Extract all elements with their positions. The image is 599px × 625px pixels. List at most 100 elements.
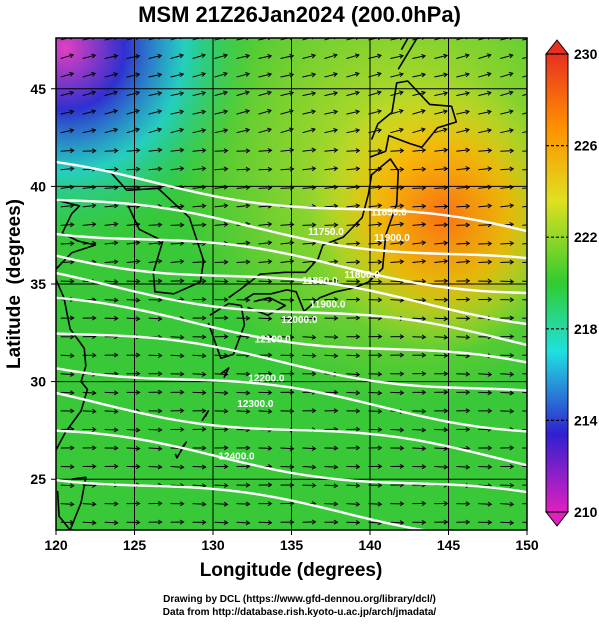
wind-arrow <box>390 299 404 301</box>
wind-arrow <box>412 223 426 226</box>
wind-arrow-head <box>465 371 471 377</box>
wind-arrow-head <box>443 166 449 172</box>
wind-arrow <box>280 299 294 301</box>
wind-arrow-head <box>267 371 273 377</box>
wind-arrow-head <box>223 501 229 507</box>
wind-arrow-head <box>289 334 295 340</box>
wind-arrow-head <box>377 408 383 414</box>
wind-arrow <box>236 129 250 134</box>
wind-arrow-head <box>113 240 119 246</box>
wind-arrow-head <box>487 259 493 265</box>
height-contour <box>56 367 527 433</box>
wind-arrow <box>390 91 404 97</box>
wind-arrow <box>280 149 294 152</box>
wind-arrow-head <box>157 185 163 191</box>
wind-arrow <box>258 410 272 413</box>
wind-arrow-head <box>399 390 405 396</box>
wind-arrow-head <box>509 148 515 154</box>
wind-arrow-head <box>69 128 75 134</box>
wind-arrow <box>82 391 96 394</box>
wind-arrow-head <box>113 315 119 321</box>
wind-arrow-head <box>486 71 492 77</box>
wind-arrow <box>324 484 338 487</box>
wind-arrow-head <box>223 71 228 77</box>
wind-arrow-head <box>267 501 273 507</box>
wind-arrow <box>236 54 250 59</box>
wind-arrow <box>522 187 527 189</box>
wind-arrow <box>346 54 360 59</box>
wind-arrow-head <box>333 315 339 321</box>
wind-arrow-head <box>399 501 405 507</box>
wind-arrow <box>368 204 382 208</box>
wind-arrow-head <box>289 482 295 488</box>
wind-arrow-head <box>508 71 514 77</box>
coastline-segment <box>56 476 87 530</box>
wind-arrow-head <box>443 53 448 59</box>
y-tick-label: 40 <box>30 178 46 194</box>
wind-arrow <box>390 521 404 524</box>
wind-arrow-head <box>113 259 119 265</box>
wind-arrow <box>60 261 74 264</box>
wind-arrow-head <box>532 280 536 284</box>
height-contour <box>56 478 430 530</box>
wind-arrow-head <box>509 390 515 396</box>
wind-arrow-head <box>91 109 97 115</box>
wind-arrow <box>456 186 470 189</box>
wind-arrow-head <box>355 315 361 321</box>
wind-arrow-head <box>113 501 119 507</box>
wind-arrow <box>258 260 272 264</box>
wind-arrow <box>412 317 426 320</box>
wind-arrow-head <box>332 53 338 59</box>
wind-arrow <box>148 149 162 152</box>
wind-arrow-head <box>399 221 405 227</box>
wind-arrow-head <box>377 279 383 285</box>
wind-arrow-head <box>245 148 251 154</box>
wind-arrow-head <box>398 90 404 96</box>
contour-label: 11850.0 <box>302 276 338 287</box>
contour-label: 11750.0 <box>308 227 344 238</box>
wind-arrow-head <box>113 297 119 303</box>
wind-arrow-head <box>91 53 97 59</box>
wind-arrow <box>412 187 426 189</box>
wind-arrow <box>456 224 470 226</box>
wind-arrow-head <box>113 390 119 396</box>
wind-arrow <box>60 373 74 376</box>
wind-arrow-head <box>532 316 536 320</box>
wind-arrow <box>478 205 492 208</box>
wind-arrow-head <box>223 371 229 377</box>
wind-arrow <box>192 466 206 468</box>
wind-arrow <box>500 110 514 115</box>
wind-arrow-head <box>245 259 251 265</box>
x-tick-label: 135 <box>280 537 304 553</box>
wind-arrow <box>500 72 513 78</box>
wind-arrow <box>192 373 206 376</box>
wind-arrow-head <box>69 184 75 190</box>
wind-arrow <box>500 521 514 524</box>
height-contours <box>56 160 527 530</box>
wind-arrow <box>82 72 96 78</box>
wind-arrow <box>522 130 527 134</box>
wind-arrow-head <box>421 334 427 340</box>
wind-arrow-head <box>135 445 141 451</box>
wind-arrow <box>456 354 470 357</box>
wind-arrow <box>170 354 184 357</box>
wind-arrow-head <box>464 127 470 133</box>
wind-arrow <box>82 110 96 115</box>
wind-arrow-head <box>289 258 295 264</box>
wind-arrow-head <box>201 90 207 96</box>
wind-arrow-head <box>201 426 207 432</box>
coastline <box>56 38 458 530</box>
wind-arrow <box>104 205 118 208</box>
wind-arrow <box>126 205 140 208</box>
wind-arrow-head <box>179 147 185 153</box>
wind-arrow-head <box>69 148 75 154</box>
wind-arrow <box>390 242 404 245</box>
wind-arrow <box>280 187 294 189</box>
wind-arrow-head <box>69 90 75 96</box>
wind-arrow <box>60 110 74 115</box>
height-contour <box>56 332 527 392</box>
wind-arrow-head <box>244 90 250 96</box>
wind-arrow <box>500 280 514 283</box>
wind-arrow-head <box>114 38 118 41</box>
wind-arrow <box>192 261 206 264</box>
